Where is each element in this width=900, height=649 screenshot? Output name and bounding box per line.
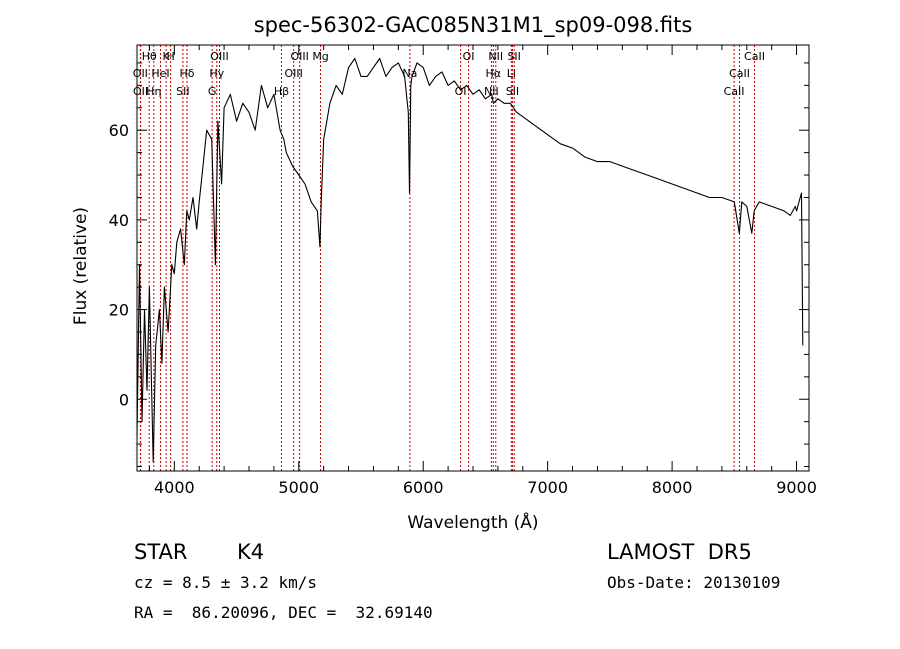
line-label: OIII — [290, 50, 308, 63]
line-label: Hθ — [142, 50, 157, 63]
line-label: CaII — [729, 67, 750, 80]
line-label: H — [166, 50, 174, 63]
line-label: NII — [484, 85, 499, 98]
line-label: K — [163, 50, 171, 63]
survey-name: LAMOST DR5 — [607, 540, 752, 564]
spectral-line-markers — [139, 45, 755, 471]
x-tick-label: 4000 — [154, 478, 195, 497]
line-label: Na — [402, 67, 417, 80]
line-label: OIII — [210, 50, 228, 63]
y-tick-label: 60 — [109, 121, 129, 140]
line-label: OIII — [284, 67, 302, 80]
object-class: STAR — [134, 540, 188, 564]
coordinates: RA = 86.20096, DEC = 32.69140 — [134, 603, 433, 622]
line-label: SII — [506, 85, 519, 98]
line-label: CaII — [744, 50, 765, 63]
line-label: OI — [455, 85, 467, 98]
chart-title: spec-56302-GAC085N31M1_sp09-098.fits — [254, 13, 693, 38]
line-label: OI — [463, 50, 475, 63]
y-axis: 0 20 40 60 — [109, 62, 809, 468]
line-label: Mg — [312, 50, 328, 63]
y-tick-label: 20 — [109, 301, 129, 320]
x-axis-label: Wavelength (Å) — [407, 511, 538, 533]
line-label: NII — [488, 50, 503, 63]
line-label: Hα — [486, 67, 502, 80]
series-layer — [136, 57, 804, 463]
line-label: Hη — [146, 85, 161, 98]
y-tick-label: 40 — [109, 211, 129, 230]
redshift-value: cz = 8.5 ± 3.2 km/s — [134, 573, 318, 592]
x-tick-label: 7000 — [527, 478, 568, 497]
spectrum-series — [136, 57, 804, 463]
line-label: CaII — [724, 85, 745, 98]
x-tick-label: 9000 — [776, 478, 817, 497]
line-label: G — [208, 85, 217, 98]
line-label: SII — [176, 85, 189, 98]
line-label: Hγ — [209, 67, 224, 80]
line-label: Hδ — [180, 67, 195, 80]
line-label: Hβ — [274, 85, 289, 98]
obs-date: Obs-Date: 20130109 — [607, 573, 781, 592]
y-tick-label: 0 — [119, 390, 129, 409]
x-axis: 4000 5000 6000 7000 8000 9000 — [148, 45, 817, 497]
plot-frame — [136, 44, 810, 472]
line-label: SII — [507, 50, 520, 63]
line-label: Li — [507, 67, 516, 80]
x-tick-label: 6000 — [403, 478, 444, 497]
line-label: OII — [133, 67, 148, 80]
line-label: HeI — [151, 67, 169, 80]
subclass: K4 — [237, 540, 265, 564]
spectral-line-labels: HθOIIOIIKHeIHηHHδSIIOIIIHγGOIIIOIIIHβMgN… — [133, 50, 765, 98]
y-axis-label: Flux (relative) — [71, 207, 91, 325]
x-tick-label: 5000 — [278, 478, 319, 497]
x-tick-label: 8000 — [652, 478, 693, 497]
